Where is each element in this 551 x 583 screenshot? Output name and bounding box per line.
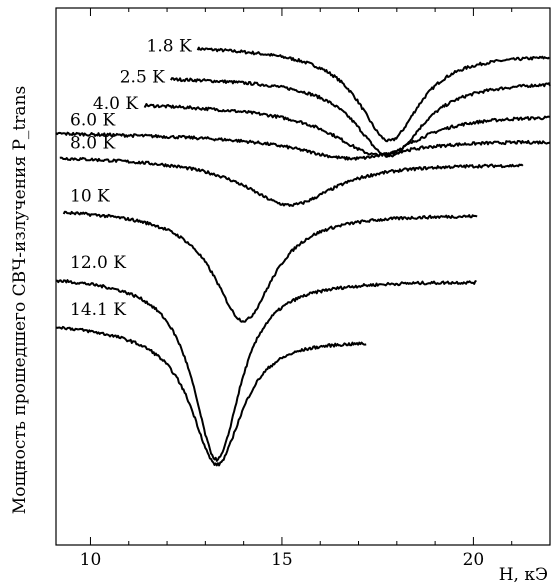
- series-line-8-0-k: [59, 156, 524, 207]
- plot-frame: [55, 7, 551, 546]
- x-tick-label-10: 10: [80, 550, 102, 570]
- series-line-10-k: [62, 210, 478, 323]
- series-line-2-5-k: [170, 77, 551, 158]
- series-label-14-1-k: 14.1 K: [70, 300, 126, 320]
- series-line-12-0-k: [55, 279, 477, 462]
- series-line-14-1-k: [55, 325, 367, 467]
- series-label-10-k: 10 K: [70, 186, 110, 206]
- y-axis-title: Мощность прошедшего СВЧ-излучения P_tran…: [10, 86, 30, 514]
- series-label-2-5-k: 2.5 K: [120, 68, 165, 88]
- x-tick-label-15: 15: [271, 550, 293, 570]
- series-label-4-0-k: 4.0 K: [93, 94, 138, 114]
- series-label-1-8-k: 1.8 K: [147, 37, 192, 57]
- series-label-8-0-k: 8.0 K: [70, 134, 115, 154]
- x-tick-label-20: 20: [463, 550, 485, 570]
- x-axis-title: H, кЭ: [499, 565, 548, 583]
- curves: [55, 46, 551, 467]
- x-tick-labels: 10 15 20: [80, 550, 485, 570]
- series-label-6-0-k: 6.0 K: [70, 111, 115, 131]
- x-ticks: [89, 8, 551, 545]
- series-label-12-0-k: 12.0 K: [70, 253, 126, 273]
- curve-labels: 1.8 K 2.5 K 4.0 K6.0 K 8.0 K 10 K 12.0 K 14.1 …: [70, 37, 192, 321]
- series-line-4-0-k: [143, 103, 550, 158]
- series-line-6-0-k: [55, 131, 551, 161]
- series-line-1-8-k: [196, 46, 550, 143]
